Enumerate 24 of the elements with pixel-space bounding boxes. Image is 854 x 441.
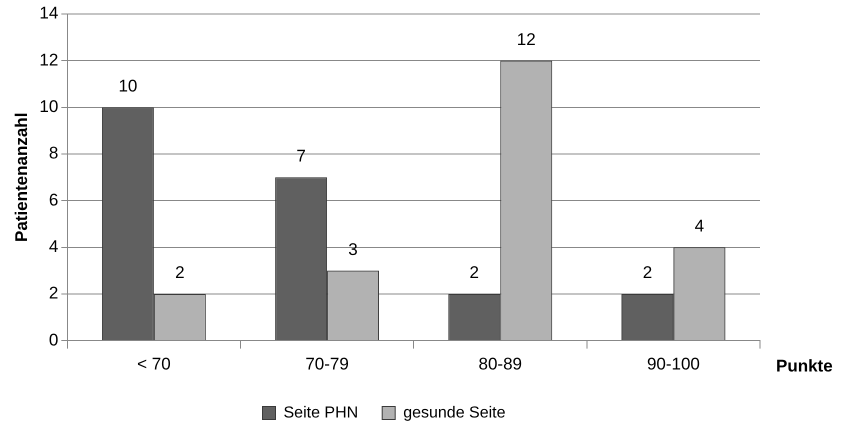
data-label: 4 (694, 216, 704, 236)
y-tick-label: 0 (48, 330, 58, 350)
data-label: 7 (296, 146, 306, 166)
y-tick-label: 10 (39, 97, 58, 116)
data-label: 2 (175, 263, 185, 282)
x-tick-label: < 70 (137, 354, 171, 374)
legend-label: gesunde Seite (403, 404, 506, 422)
data-label: 10 (118, 76, 138, 96)
y-tick-label: 12 (39, 50, 58, 70)
data-label: 2 (642, 263, 652, 282)
y-axis-title: Patientenanzahl (12, 112, 31, 242)
x-tick-label: 80-89 (478, 354, 522, 374)
legend-label: Seite PHN (284, 404, 358, 422)
y-tick-label: 2 (48, 284, 58, 303)
x-tick-label: 70-79 (305, 354, 349, 374)
y-tick-label: 8 (48, 144, 58, 163)
y-tick-label: 14 (39, 4, 58, 23)
data-label: 3 (348, 240, 358, 259)
x-tick-label: 90-100 (646, 354, 700, 374)
data-label: 2 (470, 263, 479, 282)
data-label: 12 (516, 30, 536, 49)
y-tick-label: 4 (48, 236, 58, 256)
y-tick-label: 6 (48, 190, 58, 210)
x-axis-title: Punkte (776, 356, 833, 376)
